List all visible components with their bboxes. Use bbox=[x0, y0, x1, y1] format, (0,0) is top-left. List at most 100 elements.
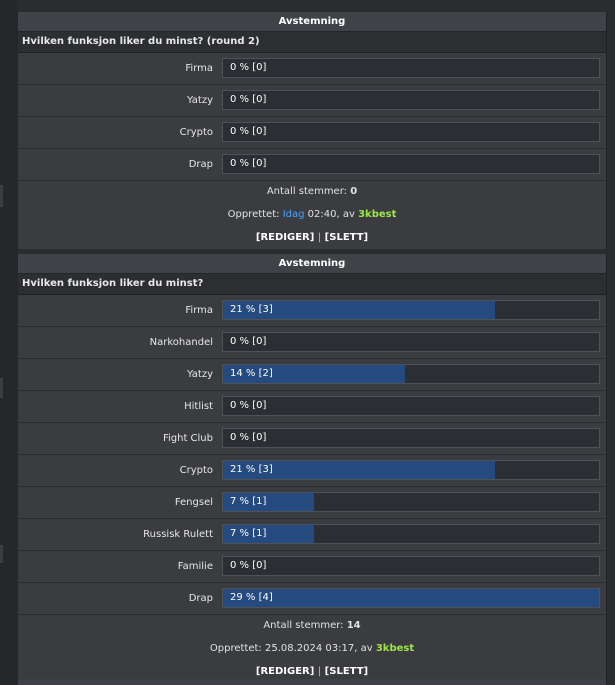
poll-option-value: 0 % [0] bbox=[230, 126, 267, 137]
poll-option-label: Drap bbox=[188, 593, 213, 604]
created-time: 02:40, av bbox=[307, 209, 355, 220]
poll-result-bar: 7 % [1] bbox=[222, 492, 600, 512]
poll-option-label: Crypto bbox=[179, 465, 213, 476]
poll-option-row[interactable]: Drap 0 % [0] bbox=[18, 149, 606, 181]
poll-panel: Avstemning Hvilken funksjon liker du min… bbox=[18, 12, 607, 249]
created-date-link[interactable]: Idag bbox=[282, 209, 305, 220]
poll-option-label: Hitlist bbox=[184, 401, 213, 412]
scroll-marker bbox=[0, 545, 3, 563]
poll-header: Avstemning bbox=[18, 254, 606, 274]
poll-result-bar: 14 % [2] bbox=[222, 364, 600, 384]
poll-result-bar: 0 % [0] bbox=[222, 58, 600, 78]
poll-result-fill bbox=[223, 589, 599, 607]
vote-count-value: 14 bbox=[346, 620, 361, 631]
poll-question: Hvilken funksjon liker du minst? (round … bbox=[18, 32, 606, 53]
poll-option-row[interactable]: Yatzy 14 % [2] bbox=[18, 359, 606, 391]
poll-option-label: Firma bbox=[185, 63, 213, 74]
created-time: 03:17, av bbox=[325, 643, 373, 654]
edit-button[interactable]: [REDIGER] bbox=[255, 666, 315, 677]
action-separator: | bbox=[317, 232, 322, 243]
poll-option-value: 0 % [0] bbox=[230, 400, 267, 411]
poll-option-value: 0 % [0] bbox=[230, 158, 267, 169]
vote-count: Antall stemmer: 0 bbox=[18, 181, 606, 203]
poll-options: Firma 0 % [0] Yatzy 0 % [0] Crypto 0 % [0] Dra… bbox=[18, 53, 606, 181]
created-label: Opprettet: bbox=[209, 643, 262, 654]
poll-option-row[interactable]: Russisk Rulett 7 % [1] bbox=[18, 519, 606, 551]
poll-option-value: 29 % [4] bbox=[230, 592, 273, 603]
poll-option-row[interactable]: Hitlist 0 % [0] bbox=[18, 391, 606, 423]
poll-option-row[interactable]: Fight Club 0 % [0] bbox=[18, 423, 606, 455]
poll-option-row[interactable]: Crypto 21 % [3] bbox=[18, 455, 606, 487]
created-info: Opprettet: Idag 02:40, av 3kbest bbox=[18, 203, 606, 227]
poll-question: Hvilken funksjon liker du minst? bbox=[18, 274, 606, 295]
poll-option-row[interactable]: Fengsel 7 % [1] bbox=[18, 487, 606, 519]
vote-count-value: 0 bbox=[350, 186, 358, 197]
created-info: Opprettet: 25.08.2024 03:17, av 3kbest bbox=[18, 637, 606, 661]
poll-result-bar: 0 % [0] bbox=[222, 556, 600, 576]
poll-header: Avstemning bbox=[18, 12, 606, 32]
poll-footer: Antall stemmer: 14 Opprettet: 25.08.2024… bbox=[18, 615, 606, 683]
poll-panel: Avstemning Hvilken funksjon liker du min… bbox=[18, 254, 607, 683]
poll-result-bar: 0 % [0] bbox=[222, 154, 600, 174]
poll-result-bar: 0 % [0] bbox=[222, 122, 600, 142]
delete-button[interactable]: [SLETT] bbox=[324, 666, 369, 677]
scroll-marker bbox=[0, 185, 3, 207]
poll-result-fill bbox=[223, 493, 314, 511]
poll-option-label: Firma bbox=[185, 305, 213, 316]
poll-option-value: 0 % [0] bbox=[230, 94, 267, 105]
creator-username-link[interactable]: 3kbest bbox=[375, 643, 415, 654]
poll-option-value: 7 % [1] bbox=[230, 528, 267, 539]
action-separator: | bbox=[317, 666, 322, 677]
poll-option-label: Yatzy bbox=[187, 95, 213, 106]
poll-result-bar: 0 % [0] bbox=[222, 90, 600, 110]
poll-option-label: Fengsel bbox=[174, 497, 213, 508]
poll-option-row[interactable]: Familie 0 % [0] bbox=[18, 551, 606, 583]
poll-option-row[interactable]: Narkohandel 0 % [0] bbox=[18, 327, 606, 359]
poll-result-bar: 21 % [3] bbox=[222, 300, 600, 320]
poll-option-value: 0 % [0] bbox=[230, 432, 267, 443]
poll-option-label: Familie bbox=[177, 561, 213, 572]
poll-result-bar: 7 % [1] bbox=[222, 524, 600, 544]
poll-result-bar: 0 % [0] bbox=[222, 428, 600, 448]
poll-option-label: Fight Club bbox=[162, 433, 213, 444]
poll-result-bar: 0 % [0] bbox=[222, 332, 600, 352]
scroll-marker bbox=[0, 378, 3, 398]
poll-option-value: 0 % [0] bbox=[230, 62, 267, 73]
poll-result-bar: 29 % [4] bbox=[222, 588, 600, 608]
created-date: 25.08.2024 bbox=[264, 643, 323, 654]
poll-option-row[interactable]: Drap 29 % [4] bbox=[18, 583, 606, 615]
poll-result-fill bbox=[223, 301, 495, 319]
creator-username-link[interactable]: 3kbest bbox=[358, 209, 397, 220]
poll-actions: [REDIGER] | [SLETT] bbox=[18, 661, 606, 683]
poll-option-label: Drap bbox=[188, 159, 213, 170]
poll-option-value: 7 % [1] bbox=[230, 496, 267, 507]
poll-footer: Antall stemmer: 0 Opprettet: Idag 02:40,… bbox=[18, 181, 606, 249]
poll-option-value: 0 % [0] bbox=[230, 560, 267, 571]
poll-result-fill bbox=[223, 365, 405, 383]
poll-result-fill bbox=[223, 461, 495, 479]
poll-result-bar: 21 % [3] bbox=[222, 460, 600, 480]
poll-result-bar: 0 % [0] bbox=[222, 396, 600, 416]
poll-options: Firma 21 % [3] Narkohandel 0 % [0] Yatzy 14 %… bbox=[18, 295, 606, 615]
vote-count-label: Antall stemmer: bbox=[266, 186, 348, 197]
poll-result-fill bbox=[223, 525, 314, 543]
left-sidebar-strip bbox=[0, 0, 18, 685]
created-label: Opprettet: bbox=[227, 209, 280, 220]
poll-option-row[interactable]: Crypto 0 % [0] bbox=[18, 117, 606, 149]
next-panel-edge bbox=[18, 679, 606, 685]
vote-count: Antall stemmer: 14 bbox=[18, 615, 606, 637]
poll-option-value: 14 % [2] bbox=[230, 368, 273, 379]
poll-option-row[interactable]: Yatzy 0 % [0] bbox=[18, 85, 606, 117]
poll-option-value: 0 % [0] bbox=[230, 336, 267, 347]
poll-option-label: Russisk Rulett bbox=[143, 529, 213, 540]
poll-option-row[interactable]: Firma 0 % [0] bbox=[18, 53, 606, 85]
poll-option-label: Yatzy bbox=[187, 369, 213, 380]
poll-option-label: Crypto bbox=[179, 127, 213, 138]
poll-option-label: Narkohandel bbox=[149, 337, 213, 348]
edit-button[interactable]: [REDIGER] bbox=[255, 232, 315, 243]
poll-option-value: 21 % [3] bbox=[230, 304, 273, 315]
poll-option-row[interactable]: Firma 21 % [3] bbox=[18, 295, 606, 327]
delete-button[interactable]: [SLETT] bbox=[324, 232, 369, 243]
vote-count-label: Antall stemmer: bbox=[263, 620, 344, 631]
poll-option-value: 21 % [3] bbox=[230, 464, 273, 475]
